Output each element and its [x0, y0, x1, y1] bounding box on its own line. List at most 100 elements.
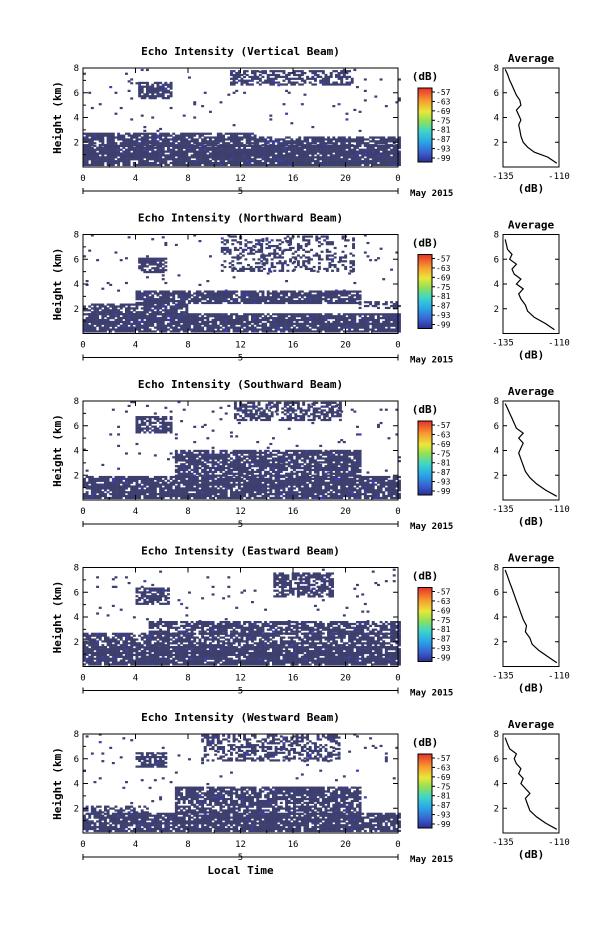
echo-cell — [214, 154, 218, 157]
echo-cell — [153, 81, 157, 84]
echo-cell — [161, 140, 165, 143]
echo-cell — [398, 324, 401, 327]
echo-cell — [298, 299, 302, 303]
echo-cell — [232, 290, 236, 293]
echo-cell — [195, 322, 199, 325]
echo-cell — [239, 269, 243, 272]
echo-cell — [159, 142, 163, 145]
echo-cell — [135, 301, 139, 305]
echo-cell — [310, 248, 313, 251]
echo-cell — [188, 475, 191, 479]
echo-cell — [340, 326, 344, 329]
echo-cell — [245, 144, 249, 148]
echo-cell — [96, 134, 100, 137]
echo-cell — [290, 296, 294, 299]
echo-cell — [253, 163, 257, 167]
echo-cell — [277, 294, 281, 297]
echo-cell — [117, 317, 121, 320]
echo-cell — [153, 95, 157, 98]
echo-cell — [143, 148, 147, 151]
echo-cell — [232, 324, 236, 327]
echo-cell — [251, 70, 254, 73]
echo-cell — [153, 89, 157, 92]
echo-cell — [358, 290, 362, 293]
echo-cell — [353, 318, 357, 322]
echo-cell — [98, 328, 102, 331]
echo-cell — [379, 154, 383, 157]
echo-cell — [146, 152, 149, 155]
echo-cell — [348, 272, 352, 275]
echo-cell — [295, 148, 299, 151]
echo-cell — [358, 158, 362, 161]
echo-cell — [93, 318, 97, 322]
echo-cell — [127, 477, 131, 481]
echo-cell — [98, 324, 102, 327]
echo-cell — [257, 250, 261, 253]
echo-cell — [337, 260, 341, 264]
echo-cell — [366, 146, 370, 149]
echo-cell — [266, 296, 270, 299]
echo-cell — [182, 296, 186, 299]
echo-cell — [266, 326, 270, 329]
echo-cell — [174, 477, 178, 481]
echo-cell — [237, 318, 241, 322]
echo-cell — [256, 324, 260, 327]
echo-cell — [258, 324, 262, 327]
echo-cell — [244, 267, 248, 271]
echo-cell — [303, 318, 307, 322]
echo-cell — [350, 158, 354, 161]
echo-cell — [314, 148, 317, 151]
echo-cell — [384, 330, 388, 333]
echo-cell — [143, 290, 147, 293]
echo-cell — [224, 315, 228, 318]
echo-cell — [206, 132, 210, 135]
echo-cell — [253, 154, 257, 157]
echo-cell — [161, 95, 165, 98]
echo-cell — [348, 140, 352, 143]
echo-cell — [300, 142, 304, 145]
echo-cell — [285, 73, 289, 77]
echo-cell — [335, 317, 338, 320]
echo-cell — [222, 322, 226, 325]
echo-cell — [125, 479, 128, 482]
echo-cell — [159, 491, 163, 494]
echo-cell — [146, 491, 149, 494]
echo-cell — [264, 296, 268, 299]
echo-cell — [317, 262, 321, 265]
echo-cell — [261, 326, 265, 329]
echo-cell — [251, 328, 254, 331]
echo-cell — [327, 290, 331, 293]
echo-cell — [228, 248, 232, 251]
echo-cell — [138, 257, 142, 260]
echo-cell — [287, 240, 291, 243]
echo-cell — [190, 489, 194, 492]
echo-cell — [290, 315, 294, 318]
echo-cell — [161, 489, 165, 492]
echo-cell — [332, 158, 336, 161]
echo-cell — [272, 150, 275, 153]
echo-cell — [379, 78, 383, 81]
echo-cell — [345, 152, 349, 155]
echo-cell — [390, 156, 394, 159]
echo-cell — [190, 154, 194, 157]
echo-cell — [231, 256, 235, 259]
echo-cell — [358, 156, 362, 159]
echo-cell — [135, 163, 139, 167]
echo-cell — [148, 292, 152, 295]
echo-cell — [185, 132, 189, 135]
echo-cell — [190, 483, 194, 486]
echo-cell — [119, 154, 123, 157]
echo-cell — [188, 140, 191, 143]
echo-cell — [172, 298, 176, 301]
echo-cell — [350, 299, 354, 303]
echo-cell — [256, 148, 260, 151]
echo-cell — [90, 150, 94, 153]
echo-cell — [285, 158, 289, 161]
echo-cell — [356, 156, 359, 159]
echo-cell — [169, 324, 173, 327]
echo-cell — [277, 313, 281, 316]
echo-cell — [227, 161, 231, 165]
echo-cell — [222, 140, 226, 143]
echo-cell — [188, 148, 191, 151]
echo-cell — [188, 487, 191, 490]
